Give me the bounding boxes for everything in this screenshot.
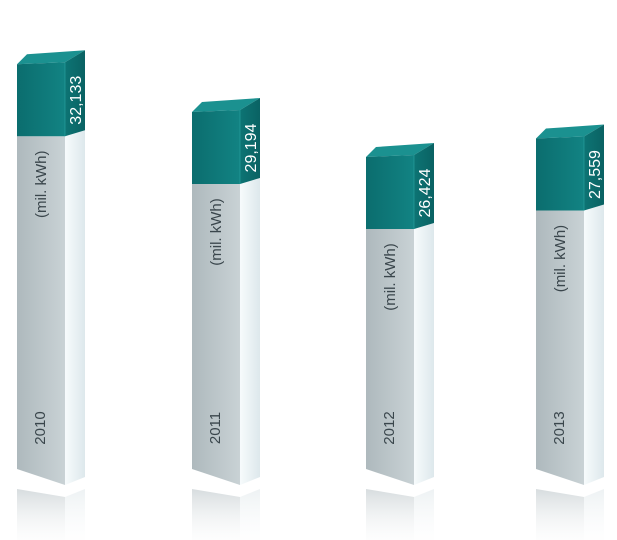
bar-body-front bbox=[536, 210, 584, 485]
bar-2012: 26,424 (mil. kWh) 2012 bbox=[366, 143, 434, 540]
bar-cap-front bbox=[192, 109, 240, 184]
bar-cap-front bbox=[366, 155, 414, 229]
bar-unit-label: (mil. kWh) bbox=[33, 150, 50, 218]
bar-unit-label: (mil. kWh) bbox=[208, 198, 225, 265]
bar-reflection-front bbox=[366, 489, 414, 540]
bar-reflection-front bbox=[536, 489, 584, 540]
bars-layer: 32,133 (mil. kWh) 2010 29,194 (mil. kWh) 2011… bbox=[17, 50, 604, 540]
bar-reflection-front bbox=[17, 489, 65, 540]
bar-reflection-front bbox=[192, 489, 240, 540]
bar-reflection-side bbox=[65, 489, 85, 540]
bar-reflection-side bbox=[414, 489, 434, 540]
bar-body-side bbox=[65, 130, 85, 485]
bar-category-label: 2013 bbox=[551, 411, 568, 444]
bar-cap-top bbox=[192, 97, 260, 112]
bar-value-label: 32,133 bbox=[68, 76, 85, 125]
bar-body-front bbox=[17, 136, 65, 485]
bar-cap-side bbox=[584, 124, 604, 211]
bar-unit-label: (mil. kWh) bbox=[382, 243, 399, 311]
bar-cap-top bbox=[17, 50, 85, 65]
bar-body-side bbox=[584, 204, 604, 485]
bar-cap-front bbox=[17, 62, 65, 137]
bar-cap-side bbox=[65, 50, 85, 137]
bar-body-side bbox=[414, 223, 434, 485]
bar-value-label: 29,194 bbox=[243, 123, 260, 172]
bar-body-front bbox=[366, 229, 414, 485]
bar-value-label: 26,424 bbox=[417, 168, 434, 217]
bar-cap-side bbox=[414, 143, 434, 229]
bar-category-label: 2012 bbox=[381, 411, 398, 444]
bar-category-label: 2010 bbox=[32, 411, 49, 444]
bar-unit-label: (mil. kWh) bbox=[552, 225, 569, 293]
bar-category-label: 2011 bbox=[207, 412, 224, 444]
bar-body-front bbox=[192, 183, 240, 486]
bar-cap-top bbox=[366, 143, 434, 157]
bar-reflection-side bbox=[240, 489, 260, 540]
bar-cap-front bbox=[536, 136, 584, 211]
bar-reflection-side bbox=[584, 489, 604, 540]
bar-cap-side bbox=[240, 97, 260, 184]
bar-2010: 32,133 (mil. kWh) 2010 bbox=[17, 50, 85, 540]
bar-cap-top bbox=[536, 124, 604, 139]
bar-value-label: 27,559 bbox=[587, 150, 604, 199]
bar-2013: 27,559 (mil. kWh) 2013 bbox=[536, 124, 604, 540]
bar-2011: 29,194 (mil. kWh) 2011 bbox=[192, 97, 260, 540]
bar-body-side bbox=[240, 177, 260, 486]
